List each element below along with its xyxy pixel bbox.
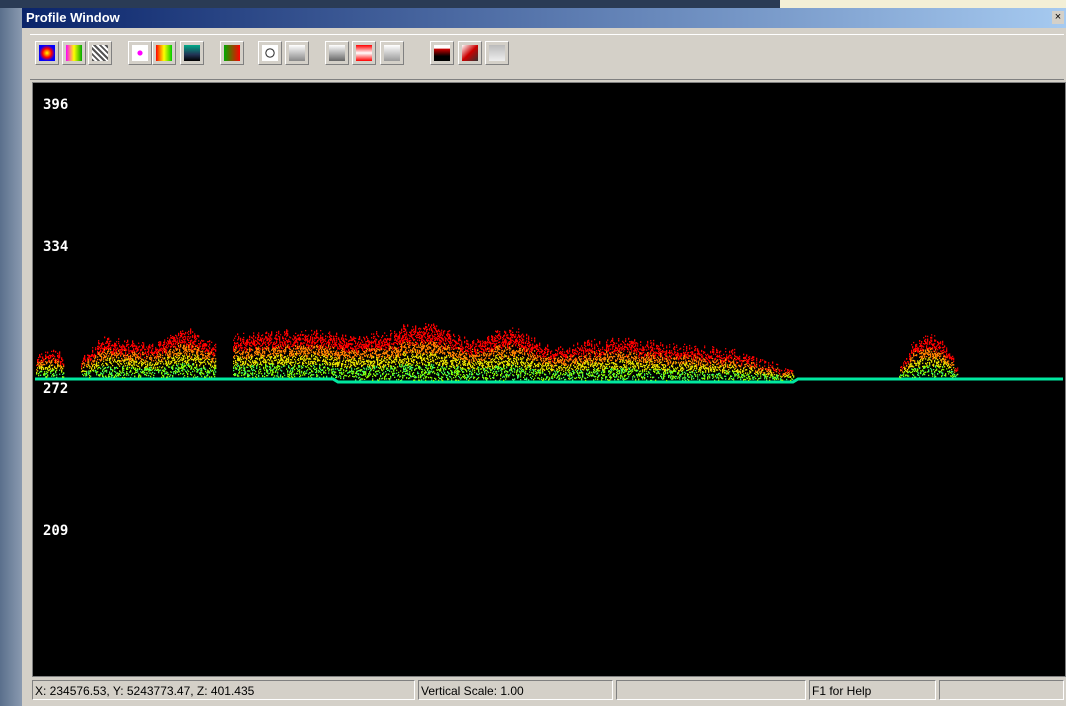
- toolbar-button[interactable]: [35, 41, 59, 65]
- close-button[interactable]: ×: [1052, 11, 1064, 24]
- toolbar-button[interactable]: [285, 41, 309, 65]
- status-panel: [616, 680, 806, 700]
- desktop-strip: [0, 0, 22, 706]
- toolbar-button[interactable]: [128, 41, 152, 65]
- desktop-strip: [780, 0, 1066, 8]
- toolbar-button[interactable]: [380, 41, 404, 65]
- toolbar-icon: [289, 45, 305, 61]
- toolbar-button[interactable]: [325, 41, 349, 65]
- toolbar-icon: [262, 45, 278, 61]
- profile-view: 396 334 272 209: [32, 82, 1066, 677]
- toolbar-icon: [356, 45, 372, 61]
- toolbar-icon: [434, 45, 450, 61]
- elevation-label: 209: [43, 523, 68, 539]
- toolbar-icon: [489, 45, 505, 61]
- toolbar-button[interactable]: [458, 41, 482, 65]
- point-cloud: [33, 83, 1065, 676]
- page: Profile Window × 396 334 272 209 X: 234576.…: [0, 0, 1066, 706]
- elevation-label: 334: [43, 239, 68, 255]
- toolbar-button[interactable]: [430, 41, 454, 65]
- toolbar-button[interactable]: [180, 41, 204, 65]
- toolbar-icon: [132, 45, 148, 61]
- profile-window: Profile Window × 396 334 272 209 X: 234576.…: [22, 8, 1066, 706]
- window-title: Profile Window: [26, 8, 120, 28]
- desktop: Profile Window × 396 334 272 209 X: 234576.…: [0, 0, 1066, 706]
- toolbar-icon: [384, 45, 400, 61]
- status-panel: [939, 680, 1064, 700]
- toolbar-button[interactable]: [88, 41, 112, 65]
- toolbar-icon: [92, 45, 108, 61]
- vegetation-points: [36, 351, 958, 378]
- title-bar: Profile Window ×: [22, 8, 1066, 28]
- help-hint: F1 for Help: [809, 680, 936, 700]
- toolbar-button[interactable]: [485, 41, 509, 65]
- coordinates: X: 234576.53, Y: 5243773.47, Z: 401.435: [32, 680, 415, 700]
- toolbar-icon: [329, 45, 345, 61]
- toolbar-icon: [156, 45, 172, 61]
- toolbar-icon: [39, 45, 55, 61]
- toolbar-icon: [462, 45, 478, 61]
- elevation-label: 272: [43, 381, 68, 397]
- toolbar-button[interactable]: [220, 41, 244, 65]
- toolbar-icon: [184, 45, 200, 61]
- toolbar-button[interactable]: [352, 41, 376, 65]
- toolbar: [30, 34, 1064, 80]
- toolbar-button[interactable]: [152, 41, 176, 65]
- toolbar-button[interactable]: [62, 41, 86, 65]
- toolbar-icon: [224, 45, 240, 61]
- status-bar: X: 234576.53, Y: 5243773.47, Z: 401.435 …: [32, 678, 1064, 702]
- toolbar-button[interactable]: [258, 41, 282, 65]
- toolbar-icon: [66, 45, 82, 61]
- elevation-label: 396: [43, 97, 68, 113]
- vertical-scale: Vertical Scale: 1.00: [418, 680, 613, 700]
